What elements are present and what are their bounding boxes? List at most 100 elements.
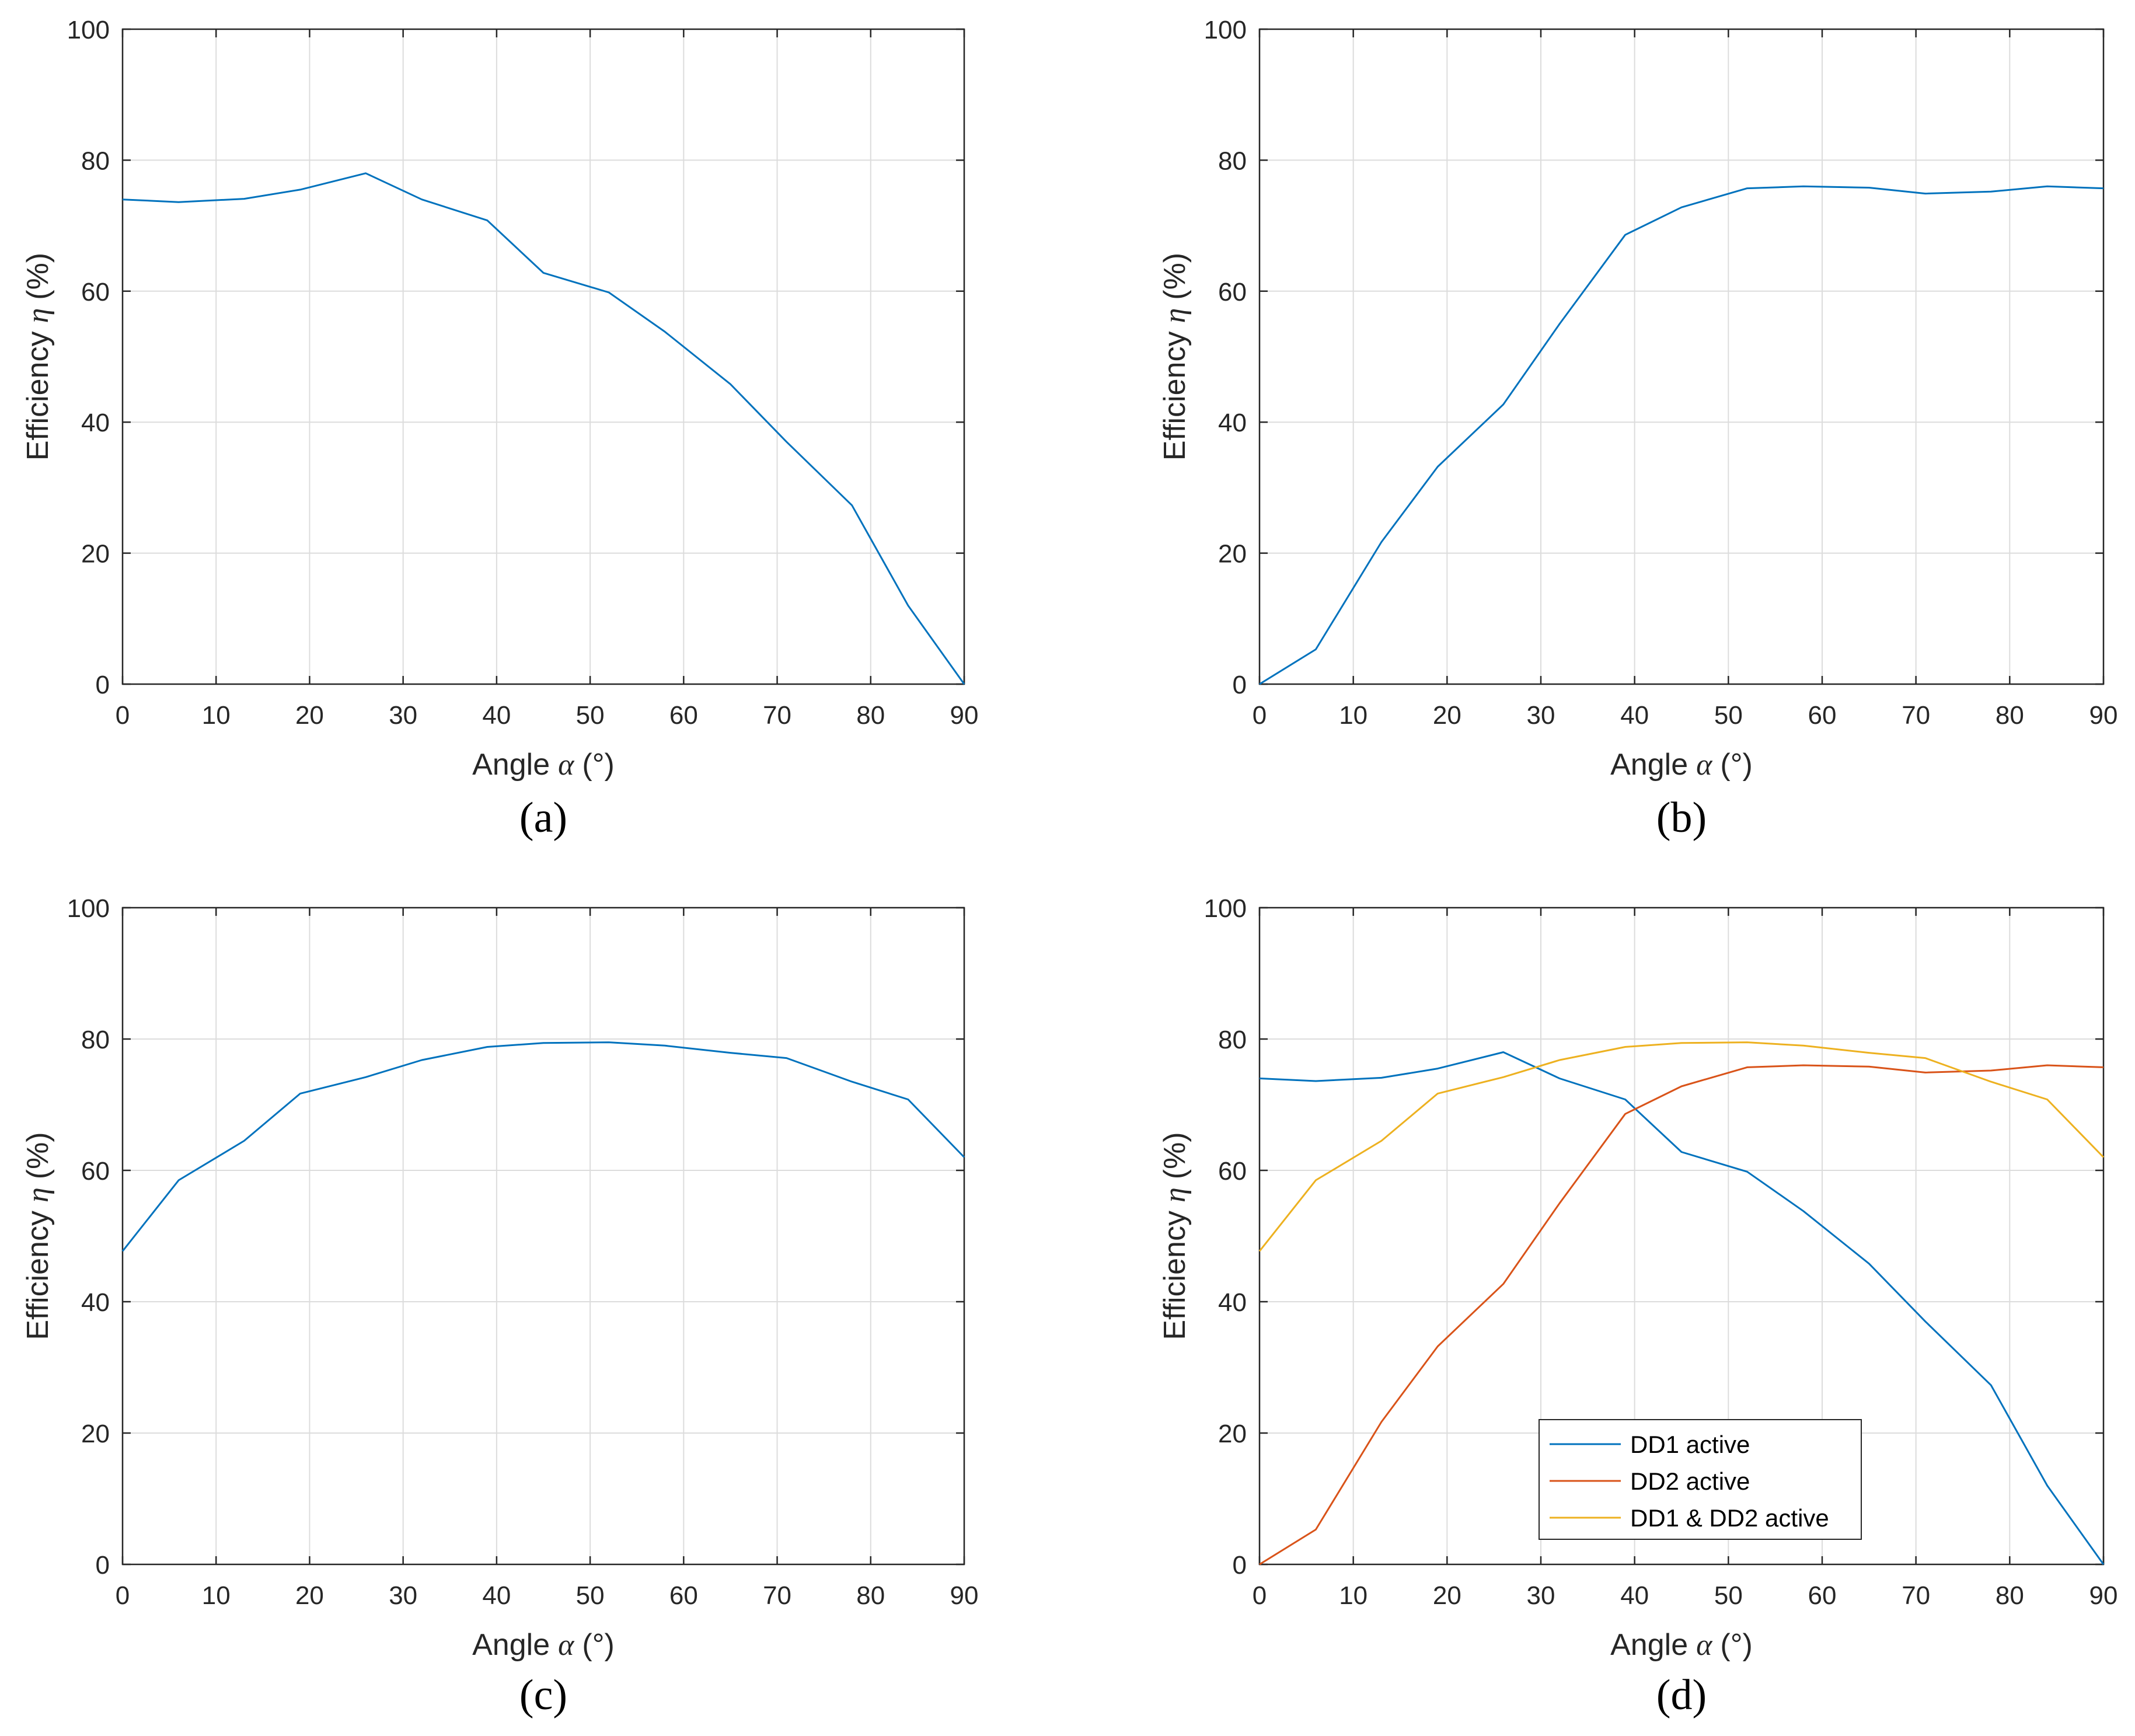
y-tick-label: 80 <box>1218 1026 1247 1054</box>
x-tick-label: 10 <box>1339 1581 1367 1610</box>
x-tick-label: 80 <box>1996 701 2024 730</box>
chart-panel-a: 0 10 20 30 40 50 60 70 80 90 0 20 40 60 80 100 Angle α (°)… <box>21 16 978 842</box>
x-axis-label: Angle α (°) <box>472 1628 615 1662</box>
y-tick-label: 40 <box>1218 409 1247 437</box>
y-axis-label-word: Efficiency <box>21 332 55 461</box>
x-tick-label: 90 <box>950 1581 979 1610</box>
y-tick-label: 0 <box>1233 1551 1247 1580</box>
x-tick-label: 60 <box>1808 701 1837 730</box>
y-tick-label: 80 <box>81 147 110 175</box>
x-tick-label: 50 <box>1714 1581 1743 1610</box>
x-tick-label: 60 <box>1808 1581 1837 1610</box>
y-tick-label: 20 <box>81 1420 110 1448</box>
x-tick-label: 50 <box>1714 701 1743 730</box>
y-tick-label: 60 <box>81 1157 110 1186</box>
x-tick-label: 30 <box>1527 701 1555 730</box>
axes-box <box>1258 28 2105 685</box>
x-tick-label: 60 <box>669 701 698 730</box>
series-line-2 <box>1259 1064 2104 1566</box>
y-tick-label: 20 <box>1218 1420 1247 1448</box>
y-axis-label-word: Efficiency <box>1158 332 1192 461</box>
chart-panel-b: 0 10 20 30 40 50 60 70 80 90 0 20 40 60 80 100 Angle α (°)… <box>1158 16 2117 842</box>
y-tick-label: 0 <box>96 671 110 699</box>
y-axis-label: Efficiency η (%) <box>1158 253 1192 461</box>
x-tick-label: 70 <box>1902 701 1930 730</box>
legend-label-1: DD1 active <box>1630 1431 1750 1458</box>
y-tick-label: 100 <box>67 16 110 44</box>
x-tick-label: 50 <box>576 1581 605 1610</box>
panel-label: (c) <box>519 1671 567 1719</box>
chart-panel-d: 0 10 20 30 40 50 60 70 80 90 0 20 40 60 80 100 Angle α (°)… <box>1158 894 2117 1719</box>
y-axis-label: Efficiency η (%) <box>21 253 55 461</box>
y-tick-label: 100 <box>67 894 110 923</box>
axes-box <box>1258 907 2105 1566</box>
y-axis-label-unit: (%) <box>1158 1132 1192 1179</box>
y-axis-label: Efficiency η (%) <box>1158 1132 1192 1340</box>
y-tick-label: 40 <box>81 409 110 437</box>
x-axis-label-word: Angle <box>472 748 550 782</box>
panel-label: (d) <box>1656 1671 1707 1719</box>
y-tick-label: 100 <box>1204 16 1247 44</box>
series-line-1 <box>1259 185 2104 685</box>
series-line-3 <box>1258 1041 2105 1252</box>
x-axis-label-word: Angle <box>472 1628 550 1662</box>
x-tick-label: 90 <box>950 701 979 730</box>
x-axis-label: Angle α (°) <box>1610 1628 1753 1662</box>
x-axis-label-symbol: α <box>558 1629 575 1662</box>
x-axis-label-word: Angle <box>1610 1628 1688 1662</box>
x-axis-label-symbol: α <box>1696 748 1713 782</box>
chart-panel-c: 0 10 20 30 40 50 60 70 80 90 0 20 40 60 80 100 Angle α (°)… <box>21 894 978 1719</box>
x-tick-label: 40 <box>482 1581 511 1610</box>
y-tick-label: 0 <box>1233 671 1247 699</box>
x-tick-label: 20 <box>1433 1581 1461 1610</box>
y-axis-label-unit: (%) <box>21 253 55 300</box>
y-axis-label-word: Efficiency <box>21 1211 55 1340</box>
x-tick-label: 0 <box>116 1581 130 1610</box>
plot-area <box>1260 29 2103 684</box>
legend-label-2: DD2 active <box>1630 1467 1750 1495</box>
x-tick-label: 20 <box>295 701 324 730</box>
y-axis-label: Efficiency η (%) <box>21 1132 55 1340</box>
legend: DD1 active DD2 active DD1 & DD2 active <box>1539 1419 1862 1540</box>
y-tick-label: 80 <box>1218 147 1247 175</box>
series-line-1 <box>1259 1051 2105 1565</box>
y-tick-label: 40 <box>81 1288 110 1317</box>
x-tick-label: 70 <box>763 701 791 730</box>
y-axis-label-word: Efficiency <box>1158 1211 1192 1340</box>
plot-area <box>123 908 964 1564</box>
x-tick-label: 50 <box>576 701 605 730</box>
x-tick-label: 10 <box>202 701 231 730</box>
y-tick-label: 60 <box>81 278 110 306</box>
y-tick-label: 60 <box>1218 278 1247 306</box>
x-tick-label: 30 <box>389 1581 417 1610</box>
x-tick-label: 20 <box>295 1581 324 1610</box>
x-tick-label: 10 <box>1339 701 1367 730</box>
series-line-1 <box>122 172 965 685</box>
x-tick-label: 90 <box>2089 701 2118 730</box>
y-tick-label: 100 <box>1204 894 1247 923</box>
y-axis-label-symbol: η <box>1159 308 1192 323</box>
x-tick-label: 80 <box>1996 1581 2024 1610</box>
y-tick-label: 60 <box>1218 1157 1247 1186</box>
legend-label-3: DD1 & DD2 active <box>1630 1504 1829 1532</box>
x-axis-label-symbol: α <box>558 748 575 782</box>
x-tick-label: 10 <box>202 1581 231 1610</box>
x-axis-label-unit: (°) <box>582 1628 614 1662</box>
legend-box <box>1539 1419 1862 1540</box>
x-tick-label: 0 <box>1253 1581 1267 1610</box>
x-tick-label: 0 <box>1253 701 1267 730</box>
y-tick-label: 0 <box>96 1551 110 1580</box>
y-tick-label: 20 <box>1218 540 1247 569</box>
x-tick-label: 30 <box>389 701 417 730</box>
axes-box <box>121 28 965 685</box>
y-axis-label-unit: (%) <box>1158 253 1192 300</box>
y-axis-label-unit: (%) <box>21 1132 55 1179</box>
x-axis-label: Angle α (°) <box>1610 748 1753 782</box>
y-tick-label: 80 <box>81 1026 110 1054</box>
x-axis-label-unit: (°) <box>582 748 614 782</box>
y-axis-label-symbol: η <box>22 1187 55 1202</box>
series-line-1 <box>121 1041 965 1252</box>
x-tick-label: 60 <box>669 1581 698 1610</box>
x-tick-label: 30 <box>1527 1581 1555 1610</box>
